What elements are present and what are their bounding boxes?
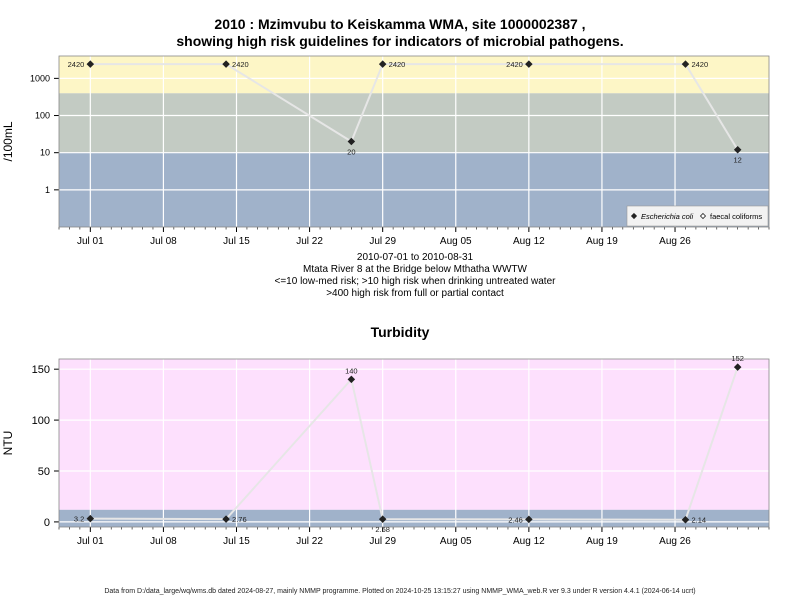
chart2-xtick-label: Aug 19 <box>586 536 618 547</box>
chart1-data-point <box>378 60 387 68</box>
chart2-xtick-label: Jul 29 <box>369 536 396 547</box>
chart2-xtick-label: Jul 08 <box>150 536 177 547</box>
chart1-data-point <box>525 60 533 68</box>
chart1-xtick-label: Aug 05 <box>440 236 472 247</box>
chart1-plot-frame <box>58 55 770 228</box>
chart1-ytick-label: 1 <box>45 185 50 195</box>
chart2-data-point <box>222 515 230 523</box>
microbial-chart: Jul 01 Jul 08 Jul 15 Jul 22 Jul 29 Aug 05 Aug … <box>1 55 770 247</box>
chart2-ytick-label: 50 <box>38 466 50 478</box>
footer-note: Data from D:/data_large/wq/wms.db dated … <box>104 588 696 595</box>
chart1-data-point <box>222 60 230 68</box>
chart2-ytick-label: 150 <box>32 364 50 376</box>
legend-faecal-label: faecal coliforms <box>710 212 762 221</box>
chart1-data-point <box>86 60 95 68</box>
chart2-data-point <box>347 375 356 384</box>
chart2-data-label: 2.14 <box>691 516 706 525</box>
chart1-data-label: 2420 <box>389 60 406 69</box>
chart1-data-label: 2420 <box>691 60 708 69</box>
chart1-xtick-label: Jul 29 <box>369 236 396 247</box>
chart1-note-site: Mtata River 8 at the Bridge below Mthath… <box>303 264 527 275</box>
chart1-band-1 <box>59 93 769 153</box>
chart1-xtick-label: Aug 26 <box>659 236 691 247</box>
chart2-ytick-label: 100 <box>32 415 50 427</box>
legend-ecoli-label: Escherichia coli <box>641 212 693 221</box>
chart2-band-1 <box>59 359 769 510</box>
chart2-data-point <box>681 515 690 524</box>
legend-ecoli-marker <box>630 212 638 220</box>
chart2-data-label: 3.2 <box>74 515 84 524</box>
chart2-xtick-label: Jul 22 <box>296 536 323 547</box>
chart1-data-point <box>733 145 742 154</box>
chart2-data-label: 2.46 <box>508 515 523 524</box>
chart1-data-label: 2420 <box>506 60 523 69</box>
chart1-note-risk-contact: >400 high risk from full or partial cont… <box>326 288 504 299</box>
chart1-data-label: 20 <box>347 148 355 157</box>
chart1-xtick-label: Jul 08 <box>150 236 177 247</box>
chart1-band-2 <box>59 56 769 94</box>
chart2-data-point <box>525 515 533 524</box>
legend-box <box>626 205 769 227</box>
chart2-xtick-label: Jul 15 <box>223 536 250 547</box>
chart2-plot-frame <box>58 358 770 528</box>
chart2-data-label: 140 <box>345 366 358 375</box>
chart2-xtick-label: Jul 01 <box>77 536 104 547</box>
chart2-xtick-label: Aug 26 <box>659 536 691 547</box>
chart1-data-label: 2420 <box>232 60 249 69</box>
chart2-xtick-label: Aug 12 <box>513 536 545 547</box>
chart1-note-daterange: 2010-07-01 to 2010-08-31 <box>356 252 474 263</box>
chart2-data-label: 2.76 <box>232 515 247 524</box>
chart1-ytick-label: 100 <box>35 111 50 121</box>
chart2-data-label: 2.68 <box>375 525 390 534</box>
chart2-xtick-label: Aug 05 <box>440 536 472 547</box>
chart1-data-label: 2420 <box>68 60 85 69</box>
legend-faecal-marker <box>699 212 707 220</box>
chart1-data-label: 12 <box>734 156 742 165</box>
chart2-data-point <box>378 515 387 523</box>
chart2-data-point <box>733 363 742 371</box>
chart1-data-point <box>347 137 356 146</box>
chart1-title-line1: 2010 : Mzimvubu to Keiskamma WMA, site 1… <box>214 16 586 32</box>
chart1-ylabel: /100mL <box>1 121 15 161</box>
chart1-legend: Escherichia coli faecal coliforms <box>626 205 769 227</box>
chart1-xtick-label: Aug 19 <box>586 236 618 247</box>
chart2-title: Turbidity <box>370 324 430 340</box>
chart1-xtick-label: Jul 15 <box>223 236 250 247</box>
chart1-xtick-label: Aug 12 <box>513 236 545 247</box>
chart1-ytick-label: 1000 <box>30 73 50 83</box>
chart1-xtick-label: Jul 01 <box>77 236 104 247</box>
chart2-data-label: 152 <box>731 354 744 363</box>
chart2-data-point <box>86 514 95 523</box>
chart1-xtick-label: Jul 22 <box>296 236 323 247</box>
chart1-ytick-label: 10 <box>40 148 50 158</box>
chart2-ytick-label: 0 <box>44 517 50 529</box>
chart1-data-point <box>681 60 690 68</box>
chart1-note-risk-drinking: <=10 low-med risk; >10 high risk when dr… <box>274 276 556 287</box>
chart1-title-line2: showing high risk guidelines for indicat… <box>176 33 624 49</box>
chart2-ylabel: NTU <box>1 431 15 456</box>
